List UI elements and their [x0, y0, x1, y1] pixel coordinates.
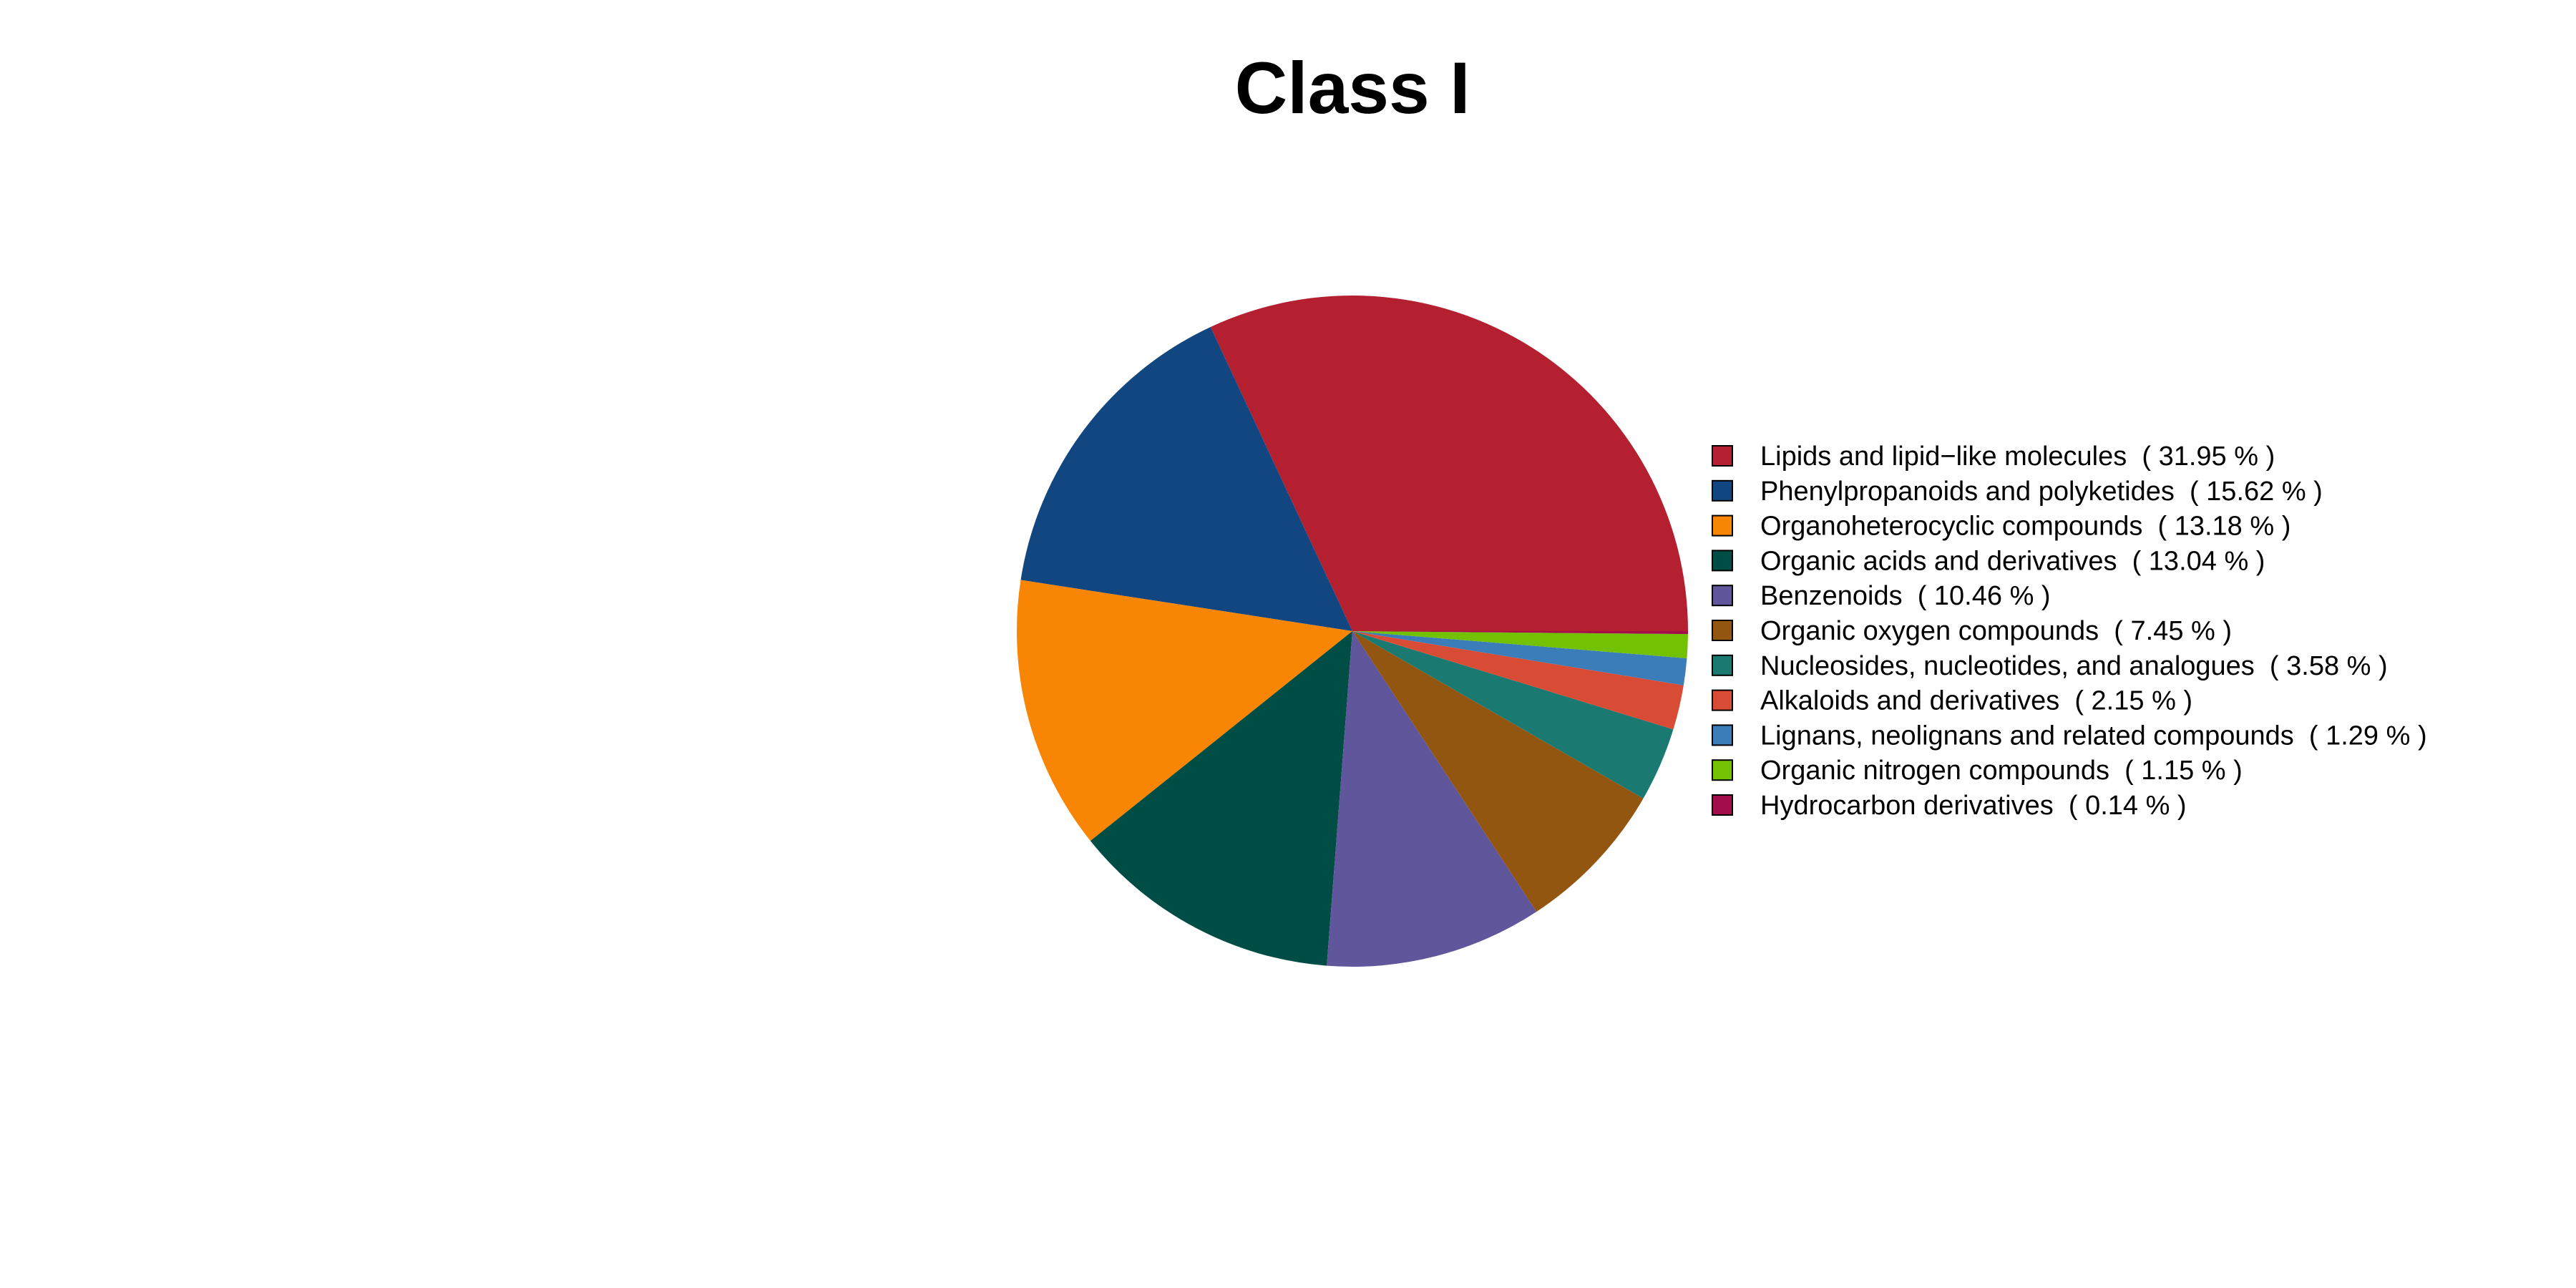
legend-swatch-1: [1712, 445, 1733, 467]
legend-label-10: Organic nitrogen compounds ( 1.15 % ): [1760, 756, 2243, 786]
pie-slice-8: [1352, 631, 1684, 730]
legend-label-6: Organic oxygen compounds ( 7.45 % ): [1760, 616, 2232, 646]
legend: Lipids and lipid−like molecules ( 31.95 …: [1712, 441, 2427, 821]
chart-title: Class I: [1235, 47, 1470, 129]
legend-swatch-7: [1712, 654, 1733, 676]
legend-label-5: Benzenoids ( 10.46 % ): [1760, 581, 2051, 611]
legend-swatch-2: [1712, 479, 1733, 502]
pie-slice-5: [1327, 631, 1537, 967]
legend-swatch-8: [1712, 689, 1733, 711]
pie-slice-1: [1210, 295, 1688, 631]
legend-label-1: Lipids and lipid−like molecules ( 31.95 …: [1760, 441, 2275, 472]
legend-label-9: Lignans, neolignans and related compound…: [1760, 721, 2427, 751]
legend-swatch-5: [1712, 585, 1733, 607]
pie-slice-11: [1352, 631, 1688, 635]
pie-slices: [1017, 295, 1688, 967]
legend-label-7: Nucleosides, nucleotides, and analogues …: [1760, 651, 2388, 681]
legend-label-3: Organoheterocyclic compounds ( 13.18 % ): [1760, 512, 2290, 542]
legend-swatch-4: [1712, 550, 1733, 572]
pie-slice-9: [1352, 631, 1687, 686]
legend-swatch-10: [1712, 759, 1733, 781]
legend-swatch-9: [1712, 724, 1733, 746]
legend-label-8: Alkaloids and derivatives ( 2.15 % ): [1760, 686, 2192, 716]
legend-swatch-6: [1712, 620, 1733, 641]
legend-swatch-3: [1712, 514, 1733, 537]
legend-label-4: Organic acids and derivatives ( 13.04 % …: [1760, 546, 2265, 576]
legend-label-2: Phenylpropanoids and polyketides ( 15.62…: [1760, 477, 2323, 507]
legend-label-11: Hydrocarbon derivatives ( 0.14 % ): [1760, 791, 2187, 821]
pie-slice-10: [1352, 631, 1688, 658]
pie-slice-6: [1352, 631, 1644, 912]
legend-swatch-11: [1712, 794, 1733, 816]
pie-slice-3: [1017, 580, 1352, 841]
pie-slice-7: [1352, 631, 1674, 799]
pie-slice-2: [1020, 326, 1352, 631]
pie-slice-4: [1090, 631, 1352, 966]
